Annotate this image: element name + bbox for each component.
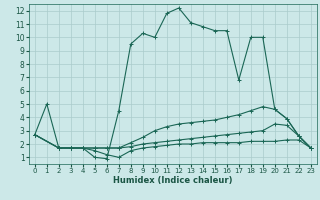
X-axis label: Humidex (Indice chaleur): Humidex (Indice chaleur) [113, 176, 233, 185]
